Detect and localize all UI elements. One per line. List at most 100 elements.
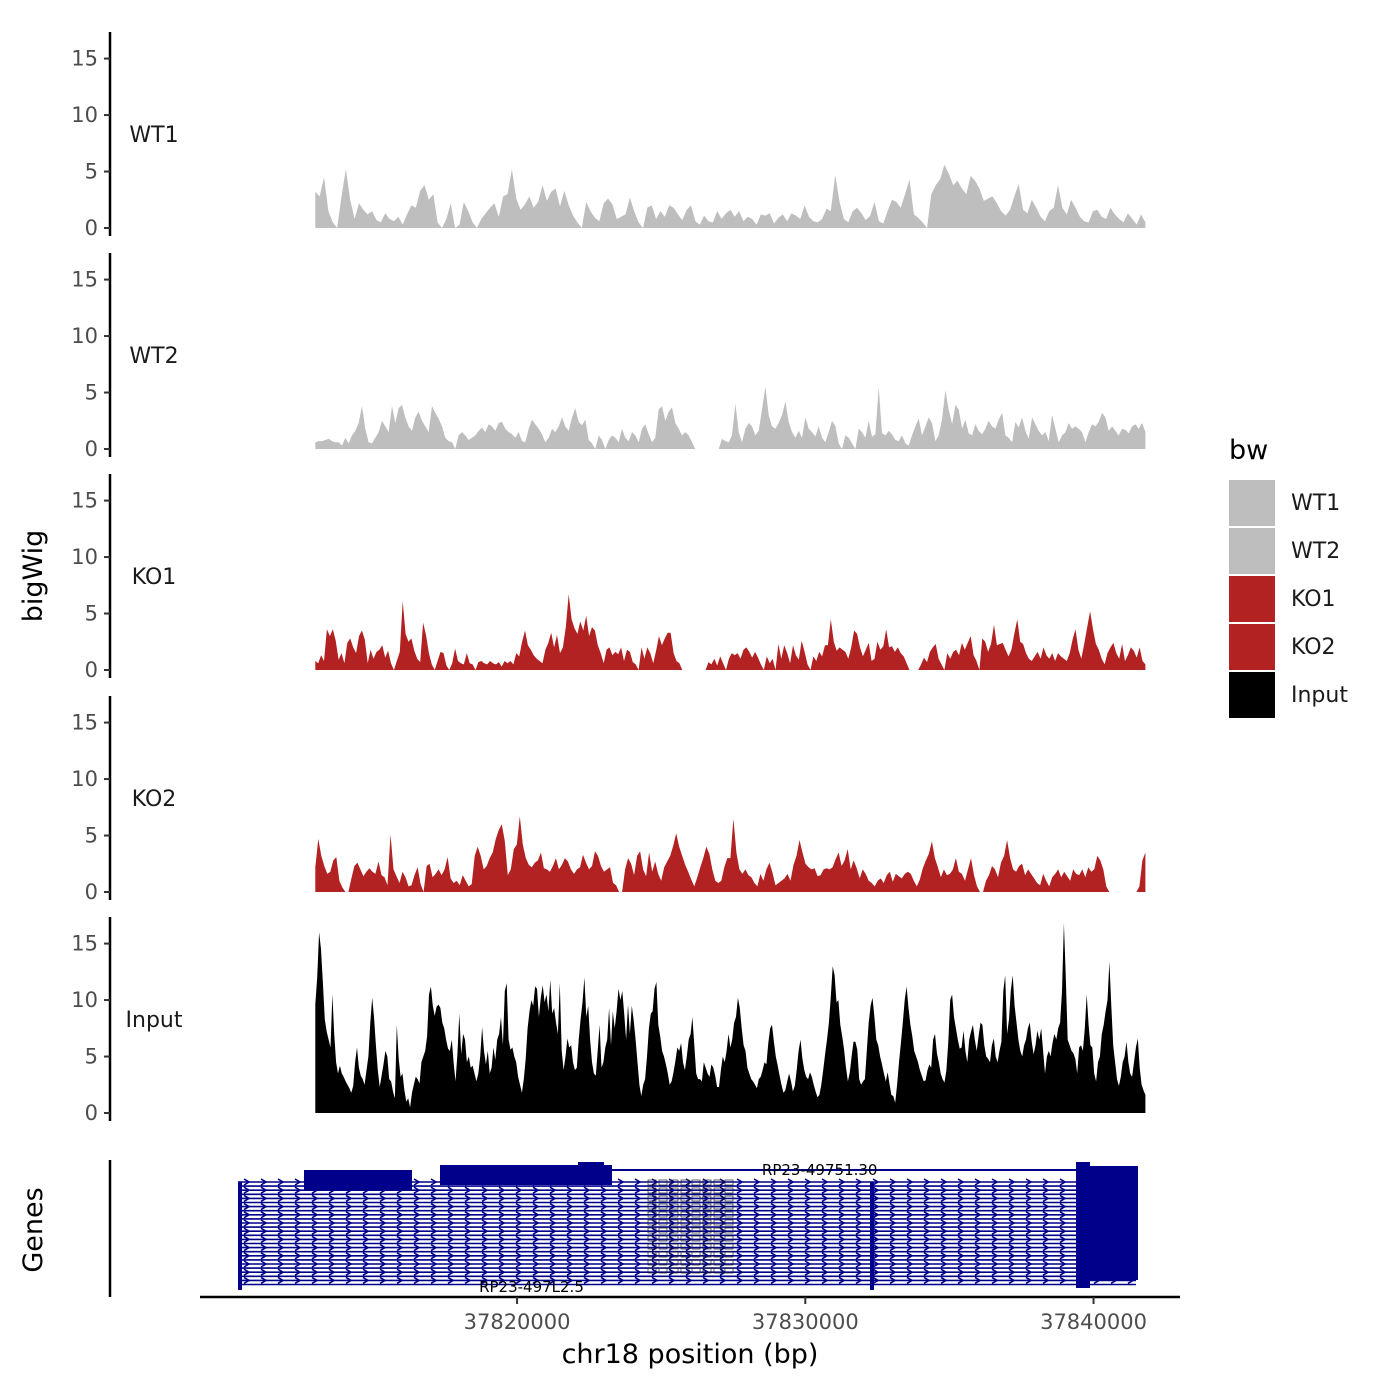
x-tick-label: 37840000 [1040, 1310, 1147, 1334]
strand-arrow [753, 1202, 761, 1211]
strand-arrow [583, 1211, 591, 1219]
track-wt2: 0 5 10 15 WT2 [71, 253, 1146, 461]
strand-arrow [923, 1227, 931, 1235]
strand-arrow [974, 1186, 982, 1194]
strand-arrow [498, 1268, 506, 1276]
strand-arrow [736, 1211, 744, 1219]
strand-arrow [736, 1186, 744, 1194]
strand-arrow [872, 1235, 880, 1244]
strand-arrow [481, 1186, 489, 1194]
strand-arrow [957, 1260, 965, 1268]
track-wt1: 0 5 10 15 WT1 [71, 32, 1146, 240]
track-label: KO2 [132, 787, 177, 812]
strand-arrow [1025, 1202, 1033, 1211]
gene-label-cluster [658, 1235, 668, 1242]
strand-arrow [549, 1260, 557, 1268]
strand-arrow [1059, 1276, 1067, 1285]
x-axis: 37820000 37830000 37840000 [200, 1295, 1180, 1334]
gene-label-cluster [724, 1219, 734, 1226]
strand-arrow [328, 1211, 336, 1219]
strand-arrow [1042, 1178, 1050, 1186]
strand-arrow [311, 1227, 319, 1235]
strand-arrow [362, 1194, 370, 1203]
strand-arrow [311, 1252, 319, 1260]
gene-label-cluster [724, 1243, 734, 1250]
strand-arrow [753, 1260, 761, 1268]
gene-label-cluster [680, 1251, 690, 1258]
strand-arrow [617, 1202, 625, 1211]
strand-arrow [430, 1178, 438, 1186]
strand-arrow [651, 1194, 659, 1203]
strand-arrow [260, 1243, 268, 1252]
strand-arrow [838, 1202, 846, 1211]
strand-arrow [532, 1243, 540, 1252]
strand-arrow [634, 1202, 642, 1211]
strand-arrow [957, 1243, 965, 1252]
strand-arrow [991, 1194, 999, 1203]
strand-arrow [277, 1178, 285, 1186]
strand-arrow [600, 1235, 608, 1244]
strand-arrow [498, 1194, 506, 1203]
strand-arrow [1008, 1219, 1016, 1227]
strand-arrow [940, 1219, 948, 1227]
track-ko1: 0 5 10 15 KO1 [71, 474, 1146, 682]
strand-arrow [481, 1211, 489, 1219]
strand-arrow [464, 1194, 472, 1203]
strand-arrow [600, 1202, 608, 1211]
strand-arrow [413, 1227, 421, 1235]
strand-arrow [464, 1260, 472, 1268]
strand-arrow [515, 1260, 523, 1268]
strand-arrow [940, 1178, 948, 1186]
strand-arrow [566, 1276, 574, 1285]
strand-arrow [753, 1178, 761, 1186]
strand-arrow [668, 1194, 676, 1203]
strand-arrow [277, 1202, 285, 1211]
strand-arrow [379, 1260, 387, 1268]
strand-arrow [447, 1260, 455, 1268]
strand-arrow [1025, 1194, 1033, 1203]
strand-arrow [481, 1252, 489, 1260]
strand-arrow [838, 1243, 846, 1252]
strand-arrow [804, 1178, 812, 1186]
strand-arrow [1025, 1268, 1033, 1276]
gene-label-cluster [647, 1195, 657, 1202]
strand-arrow [498, 1202, 506, 1211]
strand-arrow [294, 1235, 302, 1244]
strand-arrow [413, 1186, 421, 1194]
strand-arrow [685, 1235, 693, 1244]
strand-arrow [447, 1202, 455, 1211]
strand-arrow [923, 1194, 931, 1203]
gene-label-cluster [669, 1195, 679, 1202]
strand-arrow [685, 1194, 693, 1203]
area-wt2 [315, 386, 1146, 449]
gene-label-cluster [691, 1243, 701, 1250]
strand-arrow [1059, 1178, 1067, 1186]
transcript-edge [238, 1182, 242, 1290]
gene-label: RP23-49751.30 [762, 1161, 878, 1179]
x-axis-title: chr18 position (bp) [562, 1339, 819, 1370]
strand-arrow [889, 1211, 897, 1219]
strand-arrow [685, 1252, 693, 1260]
strand-arrow [1025, 1211, 1033, 1219]
strand-arrow [566, 1227, 574, 1235]
strand-arrow [872, 1194, 880, 1203]
strand-arrow [787, 1219, 795, 1227]
strand-arrow [804, 1276, 812, 1285]
strand-arrow [770, 1227, 778, 1235]
strand-arrow [413, 1211, 421, 1219]
strand-arrow [702, 1235, 710, 1244]
strand-arrow [821, 1260, 829, 1268]
y-tick-label: 5 [85, 824, 98, 848]
y-tick-label: 5 [85, 602, 98, 626]
gene-label-cluster [724, 1187, 734, 1194]
strand-arrow [940, 1227, 948, 1235]
strand-arrow [481, 1268, 489, 1276]
strand-arrow [838, 1268, 846, 1276]
strand-arrow [345, 1260, 353, 1268]
strand-arrow [821, 1202, 829, 1211]
strand-arrow [787, 1211, 795, 1219]
strand-arrow [294, 1260, 302, 1268]
strand-arrow [345, 1202, 353, 1211]
strand-arrow [889, 1252, 897, 1260]
strand-arrow [787, 1235, 795, 1244]
